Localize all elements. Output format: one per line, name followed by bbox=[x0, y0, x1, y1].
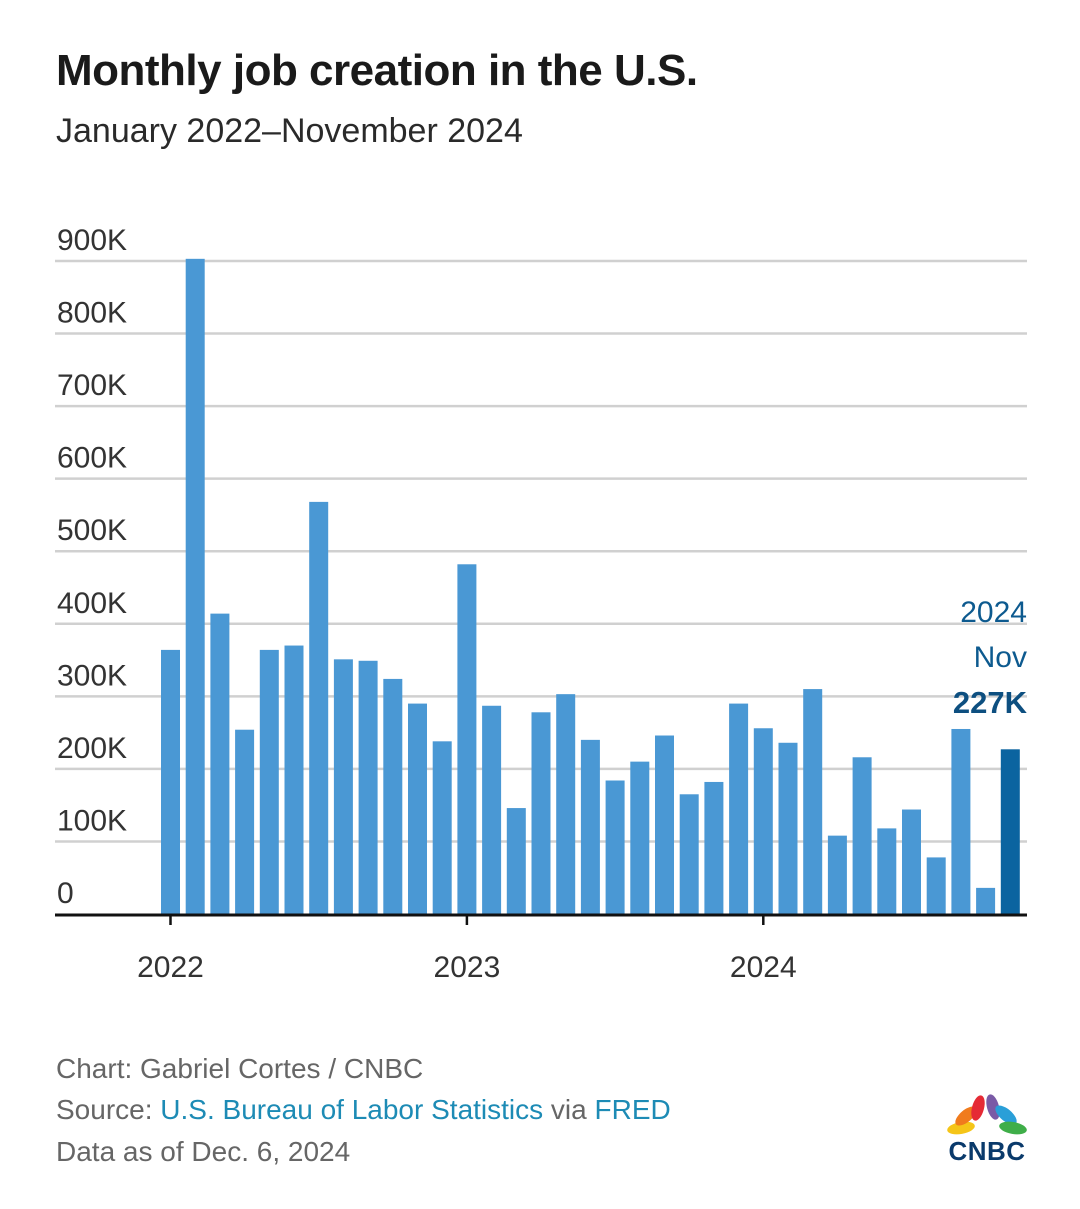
y-tick-label: 100K bbox=[57, 804, 127, 837]
chart-credit: Chart: Gabriel Cortes / CNBC bbox=[56, 1053, 424, 1084]
cnbc-logo: CNBC bbox=[944, 1094, 1030, 1166]
x-tick-label: 2023 bbox=[434, 951, 501, 984]
bar bbox=[259, 649, 279, 914]
y-tick-label: 300K bbox=[57, 659, 127, 692]
peacock-icon bbox=[947, 1094, 1027, 1135]
bar bbox=[531, 712, 551, 914]
y-tick-label: 0 bbox=[57, 877, 74, 910]
bar bbox=[235, 729, 255, 914]
y-tick-label: 200K bbox=[57, 732, 127, 765]
y-tick-label: 900K bbox=[57, 224, 127, 257]
bar bbox=[556, 694, 576, 914]
source-mid: via bbox=[543, 1094, 595, 1125]
bar bbox=[457, 564, 477, 914]
y-tick-label: 800K bbox=[57, 297, 127, 330]
x-tick-label: 2022 bbox=[137, 951, 204, 984]
annotation-year: 2024 bbox=[960, 596, 1027, 629]
bar bbox=[778, 742, 798, 914]
bar-chart: 0 100K 200K 300K 400K 500K 600K 700K 800K 900K 20… bbox=[55, 224, 1028, 984]
bar bbox=[284, 645, 304, 914]
bar bbox=[655, 735, 674, 914]
x-axis: 2022 2023 2024 bbox=[55, 913, 1027, 984]
source-prefix: Source: bbox=[56, 1094, 161, 1125]
bar bbox=[976, 887, 996, 914]
source-link-bls[interactable]: U.S. Bureau of Labor Statistics bbox=[160, 1094, 544, 1125]
bar bbox=[679, 794, 699, 914]
bar bbox=[383, 678, 403, 914]
y-tick-label: 500K bbox=[57, 514, 127, 547]
bar bbox=[210, 613, 230, 914]
bar bbox=[753, 728, 773, 914]
bar bbox=[704, 781, 724, 914]
annotation-month: Nov bbox=[974, 641, 1027, 674]
annotation-value: 227K bbox=[953, 685, 1028, 720]
bar bbox=[902, 809, 921, 914]
bar bbox=[408, 703, 427, 914]
bar bbox=[926, 857, 946, 914]
bar bbox=[432, 741, 452, 914]
bar bbox=[333, 659, 353, 914]
bar bbox=[482, 705, 502, 914]
bar bbox=[852, 757, 872, 914]
bar bbox=[951, 728, 971, 914]
bar bbox=[605, 780, 625, 914]
source-link-fred[interactable]: FRED bbox=[594, 1094, 671, 1125]
data-date: Data as of Dec. 6, 2024 bbox=[56, 1136, 351, 1167]
bar bbox=[580, 739, 600, 914]
bar bbox=[803, 689, 823, 914]
bar bbox=[506, 808, 526, 914]
bar bbox=[630, 761, 650, 914]
bar bbox=[309, 501, 329, 914]
bar bbox=[161, 649, 180, 914]
gridlines bbox=[55, 259, 1027, 843]
bars bbox=[161, 258, 1020, 914]
source-line: Source: U.S. Bureau of Labor Statistics … bbox=[56, 1094, 671, 1126]
bar bbox=[185, 258, 205, 914]
bar bbox=[729, 703, 749, 914]
bar bbox=[827, 835, 847, 914]
y-tick-label: 400K bbox=[57, 587, 127, 620]
y-tick-label: 600K bbox=[57, 442, 127, 475]
annotation: 2024 Nov 227K bbox=[953, 596, 1028, 720]
chart-title: Monthly job creation in the U.S. bbox=[56, 46, 698, 95]
bar bbox=[358, 660, 378, 914]
y-tick-label: 700K bbox=[57, 369, 127, 402]
chart-subtitle: January 2022–November 2024 bbox=[56, 112, 523, 150]
bar bbox=[877, 828, 897, 914]
y-axis-ticks: 0 100K 200K 300K 400K 500K 600K 700K 800K 900K bbox=[57, 224, 127, 910]
bar bbox=[1000, 749, 1020, 914]
cnbc-wordmark: CNBC bbox=[948, 1136, 1026, 1166]
x-tick-label: 2024 bbox=[730, 951, 797, 984]
